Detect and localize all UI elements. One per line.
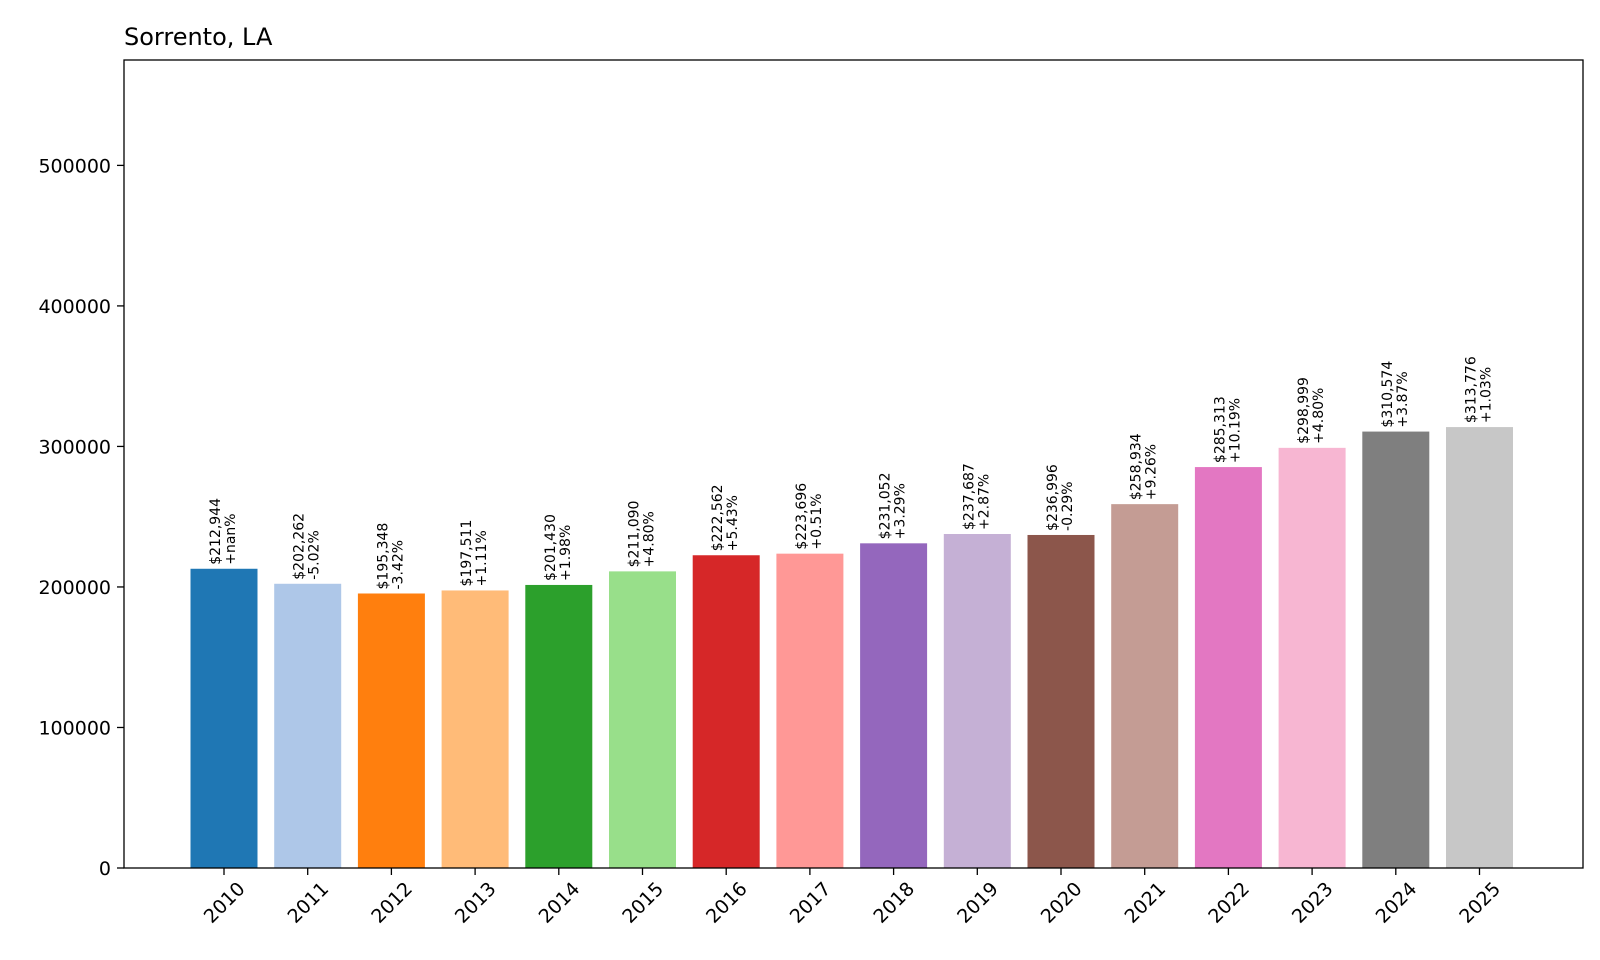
change-label: -5.02% — [307, 530, 323, 580]
value-label: $285,313 — [1212, 396, 1228, 463]
x-tick-label: 2023 — [1288, 878, 1338, 928]
plot-frame — [123, 59, 1584, 869]
change-label: -3.42% — [390, 540, 406, 590]
x-tick-label: 2021 — [1120, 878, 1170, 928]
x-axis: 2010 2011 2012 2013 2014 2015 2016 2017 2018 2019… — [200, 868, 1505, 928]
value-label: $236,996 — [1045, 464, 1061, 531]
bar-2014 — [525, 584, 593, 868]
change-label: +5.43% — [725, 495, 741, 551]
x-tick-label: 2022 — [1204, 878, 1254, 928]
change-label: +4.80% — [642, 511, 658, 567]
data-labels-group: $212,944 +nan% $202,262 -5.02% $195,348 -3.42… — [208, 356, 1495, 589]
bar-2015 — [609, 571, 676, 868]
x-tick-label: 2011 — [283, 878, 333, 928]
bar-2023 — [1278, 447, 1346, 868]
change-label: +0.51% — [809, 493, 825, 549]
bar-2025 — [1446, 427, 1513, 868]
value-label: $201,430 — [543, 514, 559, 581]
change-label: +1.11% — [474, 530, 490, 586]
bar-2012 — [357, 593, 425, 868]
x-tick-label: 2015 — [618, 878, 668, 928]
chart-title: Sorrento, LA — [124, 23, 273, 51]
y-tick-label: 500000 — [38, 155, 111, 177]
x-tick-label: 2014 — [535, 878, 585, 928]
change-label: +3.29% — [893, 483, 909, 539]
x-tick-label: 2019 — [953, 878, 1003, 928]
change-label: -0.29% — [1060, 481, 1076, 531]
y-tick-label: 100000 — [38, 717, 111, 739]
bars-group — [190, 427, 1513, 868]
bar-2021 — [1111, 504, 1179, 868]
value-label: $202,262 — [292, 513, 308, 580]
x-tick-label: 2025 — [1455, 878, 1505, 928]
bar-2017 — [776, 553, 844, 868]
value-label: $222,562 — [710, 484, 726, 551]
bar-2018 — [860, 543, 928, 868]
value-label: $258,934 — [1129, 433, 1145, 500]
value-label: $313,776 — [1464, 356, 1480, 423]
x-tick-label: 2012 — [367, 878, 417, 928]
y-tick-label: 200000 — [38, 577, 111, 599]
value-label: $212,944 — [208, 498, 224, 565]
bar-2013 — [441, 590, 509, 868]
x-tick-label: 2018 — [869, 878, 919, 928]
x-tick-label: 2016 — [702, 878, 752, 928]
change-label: +2.87% — [976, 474, 992, 530]
change-label: +4.80% — [1311, 388, 1327, 444]
x-tick-label: 2013 — [451, 878, 501, 928]
change-label: +10.19% — [1227, 398, 1243, 463]
value-label: $211,090 — [627, 501, 643, 568]
change-label: +1.98% — [558, 525, 574, 581]
x-tick-label: 2010 — [200, 878, 250, 928]
bar-2020 — [1027, 534, 1095, 868]
value-label: $195,348 — [375, 523, 391, 590]
change-label: +nan% — [223, 513, 239, 564]
value-label: $237,687 — [961, 463, 977, 530]
change-label: +3.87% — [1395, 371, 1411, 427]
x-tick-label: 2017 — [786, 878, 836, 928]
bar-2016 — [692, 555, 760, 868]
x-tick-label: 2024 — [1372, 878, 1422, 928]
y-tick-label: 400000 — [38, 296, 111, 318]
y-axis: 0 100000 200000 300000 400000 500000 — [38, 155, 124, 880]
value-label: $231,052 — [878, 473, 894, 540]
value-label: $223,696 — [794, 483, 810, 550]
value-label: $197,511 — [459, 520, 475, 587]
value-label: $298,999 — [1296, 377, 1312, 444]
bar-2019 — [943, 533, 1011, 868]
y-tick-label: 300000 — [38, 436, 111, 458]
change-label: +9.26% — [1144, 444, 1160, 500]
value-label: $310,574 — [1380, 361, 1396, 428]
bar-2011 — [274, 583, 342, 868]
y-tick-label: 0 — [99, 858, 111, 880]
bar-2024 — [1362, 431, 1430, 868]
x-tick-label: 2020 — [1037, 878, 1087, 928]
bar-2010 — [190, 568, 258, 868]
bar-2022 — [1194, 467, 1262, 868]
change-label: +1.03% — [1479, 367, 1495, 423]
